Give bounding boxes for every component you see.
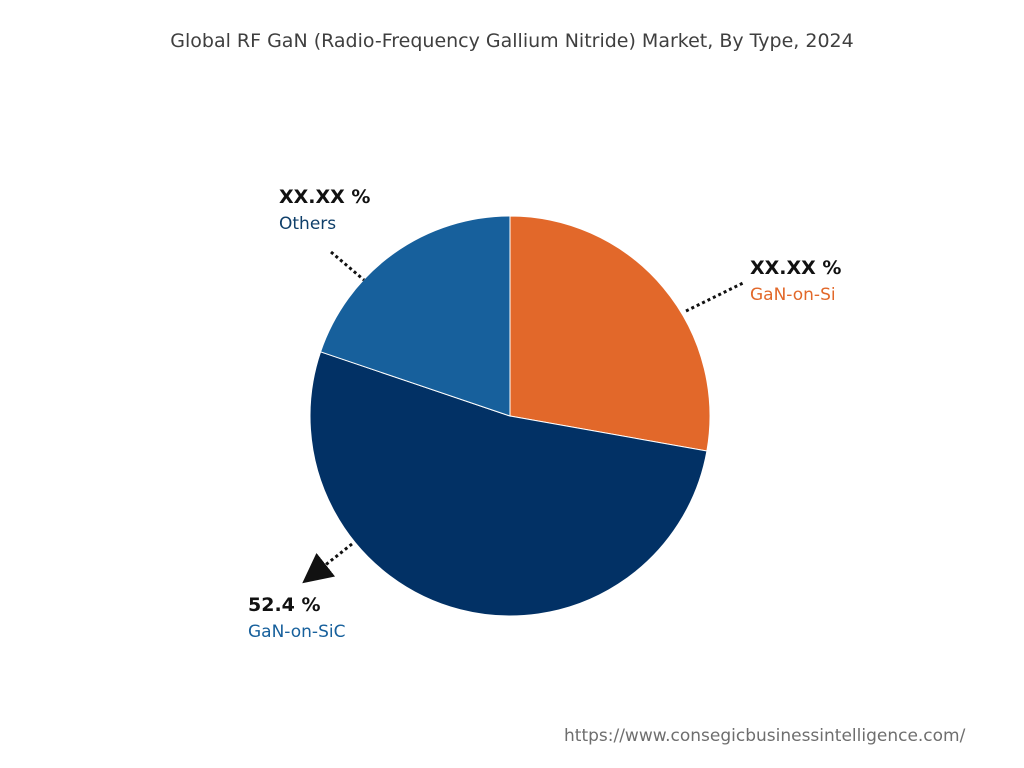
gan-on-sic-name: GaN-on-SiC	[248, 622, 346, 642]
gan-on-si-name: GaN-on-Si	[750, 285, 836, 305]
pie-slice-gan-on-si	[509, 215, 711, 452]
label-gan-on-si: XX.XX % GaN-on-Si	[750, 257, 841, 305]
chart-title: Global RF GaN (Radio-Frequency Gallium N…	[170, 30, 854, 52]
pie-slice-others	[319, 215, 511, 417]
leader-gan-on-si	[685, 281, 744, 313]
pie-slice-gan-on-sic	[309, 351, 708, 617]
leader-gan-on-sic	[302, 542, 353, 584]
others-name: Others	[279, 214, 337, 234]
gan-on-sic-value: 52.4 %	[248, 594, 321, 616]
others-value: XX.XX %	[279, 186, 371, 208]
source-url[interactable]: https://www.consegicbusinessintelligence…	[564, 726, 966, 746]
leader-others	[330, 250, 365, 282]
gan-on-si-value: XX.XX %	[750, 257, 842, 279]
label-gan-on-sic: 52.4 % GaN-on-SiC	[248, 594, 345, 642]
label-others: XX.XX % Others	[279, 186, 370, 234]
